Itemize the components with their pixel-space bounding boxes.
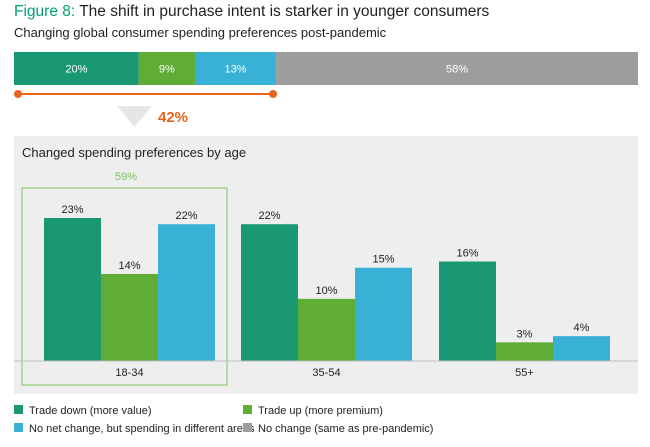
figure-subtitle: Changing global consumer spending prefer… [14, 25, 387, 40]
bar-no-net-change-18-34 [158, 224, 215, 361]
bar-label-no-net-change-18-34: 22% [175, 210, 197, 222]
stack-segment-trade-down-label: 20% [65, 64, 87, 76]
bar-label-trade-down-55+: 16% [456, 248, 478, 260]
stack-segment-no-change [276, 52, 638, 85]
figure-title-text: The shift in purchase intent is starker … [79, 3, 490, 20]
callout-triangle [117, 106, 152, 127]
bar-no-net-change-35-54 [355, 267, 412, 361]
bar-label-trade-up-35-54: 10% [315, 285, 337, 297]
legend-label-trade-down: Trade down (more value) [29, 405, 151, 417]
age-chart-title: Changed spending preferences by age [22, 145, 246, 160]
legend-swatch-trade-down [14, 405, 23, 414]
highlight-box [21, 187, 228, 386]
bar-trade-up-18-34 [101, 273, 158, 361]
figure-title: Figure 8: The shift in purchase intent i… [14, 3, 489, 21]
category-label-18-34: 18-34 [115, 367, 143, 379]
figure-number: Figure 8: [14, 3, 76, 20]
category-label-35-54: 35-54 [312, 367, 340, 379]
highlight-total-label: 59% [115, 171, 137, 183]
bar-label-trade-down-18-34: 23% [61, 204, 83, 216]
stack-segment-no-net-change [194, 52, 277, 85]
bar-label-trade-up-18-34: 14% [118, 260, 140, 272]
legend-label-no-change: No change (same as pre-pandemic) [258, 423, 433, 435]
bar-label-trade-down-35-54: 22% [258, 210, 280, 222]
bracket-total-label: 42% [158, 109, 188, 126]
bar-trade-down-35-54 [241, 224, 298, 361]
bar-label-no-net-change-55+: 4% [574, 322, 590, 334]
stack-segment-trade-down [14, 52, 139, 85]
legend-swatch-no-net-change [14, 423, 23, 432]
legend-swatch-trade-up [243, 405, 252, 414]
bar-label-no-net-change-35-54: 15% [372, 254, 394, 266]
bar-trade-up-35-54 [298, 298, 355, 361]
bar-label-trade-up-55+: 3% [517, 328, 533, 340]
legend-label-no-net-change: No net change, but spending in different… [29, 423, 255, 435]
bracket-dot-left [14, 90, 22, 98]
legend-label-trade-up: Trade up (more premium) [258, 405, 383, 417]
bar-no-net-change-55+ [553, 336, 610, 361]
bar-trade-down-18-34 [44, 218, 101, 361]
stack-segment-trade-up [138, 52, 195, 85]
bracket-dot-right [269, 90, 278, 98]
stack-segment-trade-up-label: 9% [159, 64, 175, 76]
stack-segment-no-change-label: 58% [446, 64, 468, 76]
category-label-55+: 55+ [515, 367, 534, 379]
bar-trade-up-55+ [496, 342, 553, 361]
bar-trade-down-55+ [439, 261, 496, 361]
stack-segment-no-net-change-label: 13% [225, 64, 247, 76]
legend-swatch-no-change [243, 423, 252, 432]
